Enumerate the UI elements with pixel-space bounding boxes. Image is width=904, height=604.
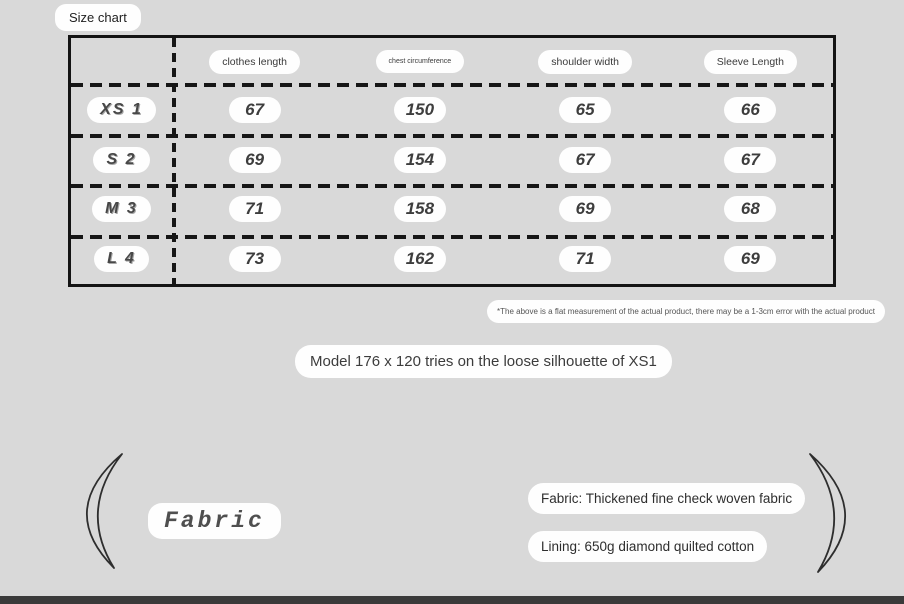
- fabric-material-note: Fabric: Thickened fine check woven fabri…: [528, 483, 806, 514]
- measurement-disclaimer: *The above is a flat measurement of the …: [487, 300, 885, 323]
- table-row: L 4 73 162 71 69: [71, 234, 833, 284]
- table-row: S 2 69 154 67 67: [71, 135, 833, 185]
- cell-value: 71: [228, 196, 281, 223]
- lining-material-note: Lining: 650g diamond quilted cotton: [528, 531, 768, 562]
- cell-value: 150: [393, 96, 446, 123]
- cell-value: 68: [724, 196, 777, 223]
- column-header-sleeve-length: Sleeve Length: [703, 49, 797, 74]
- size-label: XS 1: [87, 96, 156, 123]
- left-parenthesis-decoration: [60, 450, 130, 577]
- bottom-divider-bar: [0, 596, 904, 604]
- fabric-section-title: Fabric: [148, 503, 281, 539]
- cell-value: 154: [393, 146, 446, 173]
- cell-value: 67: [724, 146, 777, 173]
- table-row: M 3 71 158 69 68: [71, 185, 833, 235]
- table-row-divider: [71, 134, 833, 138]
- table-row-divider: [71, 184, 833, 188]
- table-header-row: clothes length chest circumference shoul…: [71, 38, 833, 85]
- cell-value: 73: [228, 246, 281, 273]
- size-label: S 2: [93, 146, 150, 173]
- cell-value: 67: [559, 146, 612, 173]
- column-header-clothes-length: clothes length: [209, 49, 301, 74]
- table-row-divider: [71, 235, 833, 239]
- right-parenthesis-decoration: [802, 450, 872, 581]
- model-fit-note: Model 176 x 120 tries on the loose silho…: [295, 345, 672, 378]
- cell-value: 69: [559, 196, 612, 223]
- size-chart-table: clothes length chest circumference shoul…: [68, 35, 836, 287]
- header-corner-cell: [71, 38, 172, 85]
- table-row-divider: [71, 83, 833, 87]
- cell-value: 67: [228, 96, 281, 123]
- cell-value: 71: [559, 246, 612, 273]
- column-header-chest-circumference: chest circumference: [375, 50, 465, 73]
- size-label: L 4: [94, 246, 149, 273]
- cell-value: 65: [559, 96, 612, 123]
- size-chart-title-badge: Size chart: [55, 4, 141, 31]
- size-label: M 3: [92, 196, 151, 223]
- cell-value: 69: [228, 146, 281, 173]
- cell-value: 162: [393, 246, 446, 273]
- cell-value: 158: [393, 196, 446, 223]
- table-row: XS 1 67 150 65 66: [71, 85, 833, 135]
- cell-value: 69: [724, 246, 777, 273]
- column-header-shoulder-width: shoulder width: [538, 49, 632, 74]
- table-vertical-dashed-divider: [172, 38, 176, 284]
- cell-value: 66: [724, 96, 777, 123]
